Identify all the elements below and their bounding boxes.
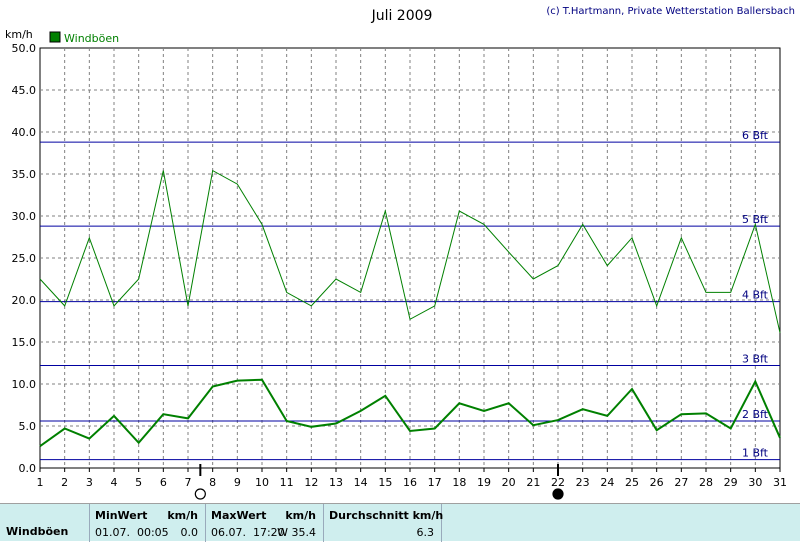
x-tick-label: 29 [724, 476, 738, 489]
x-tick-label: 24 [600, 476, 614, 489]
x-tick-label: 1 [37, 476, 44, 489]
y-tick-label: 50.0 [12, 42, 37, 55]
min-datetime: 01.07. 00:05 [95, 526, 169, 539]
new-moon-icon [552, 488, 564, 500]
min-header: MinWert [95, 509, 148, 522]
y-tick-label: 30.0 [12, 210, 37, 223]
y-tick-label: 5.0 [19, 420, 37, 433]
x-tick-label: 25 [625, 476, 639, 489]
y-tick-label: 20.0 [12, 294, 37, 307]
x-tick-label: 6 [160, 476, 167, 489]
x-tick-label: 18 [452, 476, 466, 489]
y-tick-label: 45.0 [12, 84, 37, 97]
y-tick-label: 0.0 [19, 462, 37, 475]
min-unit: km/h [167, 509, 198, 522]
x-tick-label: 4 [111, 476, 118, 489]
x-tick-label: 7 [185, 476, 192, 489]
beaufort-label: 3 Bft [742, 353, 769, 366]
avg-header: Durchschnitt km/h [329, 509, 444, 522]
chart-title: Juli 2009 [371, 8, 433, 24]
stats-min-cell: MinWert km/h 01.07. 00:05 0.0 [90, 504, 206, 542]
stats-row-label: Windböen [6, 525, 69, 538]
y-tick-label: 15.0 [12, 336, 37, 349]
beaufort-label: 6 Bft [742, 129, 769, 142]
x-tick-label: 3 [86, 476, 93, 489]
y-tick-label: 10.0 [12, 378, 37, 391]
x-tick-label: 22 [551, 476, 565, 489]
x-tick-label: 11 [280, 476, 294, 489]
x-tick-label: 14 [354, 476, 368, 489]
x-tick-label: 17 [428, 476, 442, 489]
max-datetime: 06.07. 17:20 [211, 526, 285, 539]
x-tick-label: 2 [61, 476, 68, 489]
series-line-gust [39, 169, 781, 333]
x-tick-label: 28 [699, 476, 713, 489]
x-tick-label: 20 [502, 476, 516, 489]
beaufort-label: 1 Bft [742, 447, 769, 460]
stats-row-label-cell: Windböen [0, 504, 90, 542]
x-tick-label: 21 [526, 476, 540, 489]
wind-gust-chart: Juli 2009 (c) T.Hartmann, Private Wetter… [5, 6, 795, 500]
x-tick-label: 16 [403, 476, 417, 489]
min-value: 0.0 [180, 526, 199, 539]
y-tick-label: 35.0 [12, 168, 37, 181]
y-axis-unit-label: km/h [5, 28, 33, 41]
x-tick-label: 26 [650, 476, 664, 489]
max-value: W 35.4 [277, 526, 316, 539]
moon-phase-markers [194, 464, 564, 500]
x-tick-label: 5 [135, 476, 142, 489]
x-tick-label: 31 [773, 476, 787, 489]
beaufort-lines: 1 Bft 2 Bft 3 Bft 4 Bft 5 Bft 6 Bft [40, 129, 780, 461]
x-tick-label: 27 [674, 476, 688, 489]
series-lines [39, 169, 781, 448]
avg-value: 6.3 [416, 526, 435, 539]
max-header: MaxWert [211, 509, 267, 522]
beaufort-label: 2 Bft [742, 408, 769, 421]
y-tick-label: 25.0 [12, 252, 37, 265]
legend-label: Windböen [64, 32, 119, 45]
stats-bar: Windböen MinWert km/h 01.07. 00:05 0.0 M… [0, 503, 800, 542]
stats-max-cell: MaxWert km/h 06.07. 17:20 W 35.4 [206, 504, 324, 542]
x-tick-label: 8 [209, 476, 216, 489]
credit-text: (c) T.Hartmann, Private Wetterstation Ba… [546, 6, 795, 17]
series-line-average [39, 378, 781, 448]
grid-lines [40, 48, 780, 468]
stats-avg-cell: Durchschnitt km/h 6.3 [324, 504, 444, 542]
max-unit: km/h [285, 509, 316, 522]
x-tick-label: 12 [304, 476, 318, 489]
full-moon-icon [194, 488, 206, 500]
x-tick-label: 10 [255, 476, 269, 489]
x-tick-label: 30 [748, 476, 762, 489]
x-tick-label: 23 [576, 476, 590, 489]
y-tick-label: 40.0 [12, 126, 37, 139]
beaufort-label: 5 Bft [742, 213, 769, 226]
axis-labels: 0.0 5.0 10.0 15.0 20.0 25.0 30.0 35.0 40.0 45.0 50… [12, 42, 788, 489]
x-tick-label: 9 [234, 476, 241, 489]
legend-swatch [49, 31, 61, 43]
x-tick-label: 19 [477, 476, 491, 489]
beaufort-label: 4 Bft [742, 289, 769, 302]
x-tick-label: 15 [378, 476, 392, 489]
x-tick-label: 13 [329, 476, 343, 489]
